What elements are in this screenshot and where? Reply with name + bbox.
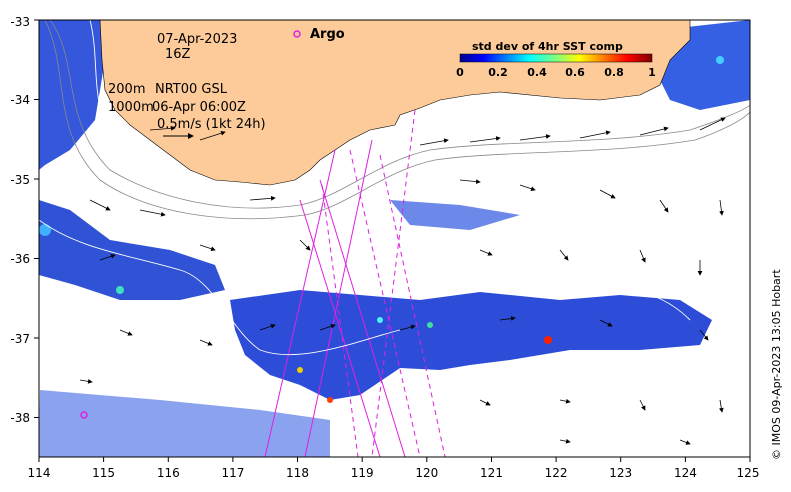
y-tick-label: -34 (10, 93, 30, 107)
depth-200-label: 200m (108, 82, 145, 97)
y-tick-label: -35 (10, 173, 30, 187)
y-ticks (34, 19, 39, 418)
colorbar-tick: 0 (456, 66, 464, 79)
colorbar-tick: 0.6 (565, 66, 585, 79)
x-tick-label: 118 (286, 466, 309, 480)
colorbar-tick: 0.4 (527, 66, 547, 79)
x-tick-label: 121 (480, 466, 503, 480)
current-source-label: NRT00 GSL (155, 82, 228, 97)
contour-1000m (44, 20, 750, 220)
x-tick-label: 116 (157, 466, 180, 480)
x-tick-label: 120 (415, 466, 438, 480)
argo-tracks (264, 109, 446, 457)
colorbar-tick: 0.2 (488, 66, 508, 79)
argo-float-marker[interactable] (80, 411, 88, 419)
sst-isotherm-west (89, 20, 111, 131)
y-tick-label: -36 (10, 252, 30, 266)
contour-200m (49, 20, 750, 209)
y-tick-labels: -33 -34 -35 -36 -37 -38 (10, 15, 30, 425)
sst-isotherm (39, 219, 401, 356)
plot-frame (38, 19, 751, 458)
current-time-label: 06-Apr 06:00Z (152, 100, 246, 115)
x-tick-label: 114 (28, 466, 51, 480)
x-tick-label: 124 (674, 466, 697, 480)
scale-arrow-label: 0.5m/s (1kt 24h) (157, 117, 266, 132)
x-tick-label: 119 (351, 466, 374, 480)
y-tick-label: -37 (10, 332, 30, 346)
x-tick-label: 115 (92, 466, 115, 480)
sst-patches (39, 20, 750, 457)
sst-isotherm-east (599, 288, 691, 321)
colorbar-tick: 0.8 (604, 66, 624, 79)
current-vectors (79, 117, 726, 445)
x-ticks (38, 457, 751, 462)
colorbar (459, 53, 653, 63)
credit-text: © IMOS 09-Apr-2023 13:05 Hobart (770, 269, 783, 460)
colorbar-tick: 1 (648, 66, 656, 79)
x-tick-label: 123 (609, 466, 632, 480)
x-tick-label: 117 (221, 466, 244, 480)
depth-1000-label: 1000m (108, 100, 154, 115)
x-tick-label: 125 (737, 466, 760, 480)
date-label: 07-Apr-2023 (157, 32, 237, 47)
argo-legend-label: Argo (310, 27, 345, 42)
hour-label: 16Z (165, 47, 191, 62)
x-tick-labels: 114 115 116 117 118 119 120 121 122 123 … (28, 466, 760, 480)
colorbar-legend: std dev of 4hr SST comp 0 0.2 0.4 0.6 0.… (456, 40, 656, 79)
argo-legend-icon (293, 30, 301, 38)
colorbar-title: std dev of 4hr SST comp (472, 40, 623, 53)
x-tick-label: 122 (545, 466, 568, 480)
y-tick-label: -33 (10, 15, 30, 29)
y-tick-label: -38 (10, 411, 30, 425)
